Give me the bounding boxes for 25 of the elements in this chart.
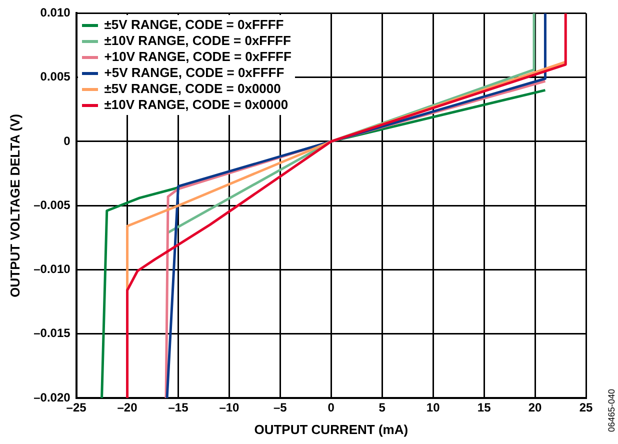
x-tick-label: –10	[219, 400, 240, 415]
y-tick-label: –0.015	[34, 326, 71, 340]
x-tick-label: –15	[168, 400, 189, 415]
y-axis-title: OUTPUT VOLTAGE DELTA (V)	[7, 114, 22, 298]
legend-label: ±10V RANGE, CODE = 0xFFFF	[104, 33, 291, 50]
y-tick-label: –0.010	[34, 262, 71, 276]
text: 06465-040	[606, 388, 616, 432]
x-axis-title: OUTPUT CURRENT (mA)	[254, 422, 408, 437]
y-tick-label: 0.010	[40, 6, 71, 20]
legend-label: +5V RANGE, CODE = 0xFFFF	[104, 65, 284, 82]
legend-label: ±10V RANGE, CODE = 0x0000	[104, 97, 288, 114]
y-tick-label: 0.005	[40, 70, 71, 84]
legend-label: ±5V RANGE, CODE = 0x0000	[104, 81, 281, 98]
x-tick-label: 5	[378, 400, 386, 415]
y-tick-label: –0.005	[34, 198, 71, 212]
legend-label: ±5V RANGE, CODE = 0xFFFF	[104, 17, 284, 34]
legend-label: +10V RANGE, CODE = 0xFFFF	[104, 49, 292, 66]
x-tick-label: 15	[477, 400, 492, 415]
x-tick-label: 20	[528, 400, 542, 415]
x-tick-label: –20	[117, 400, 138, 415]
x-tick-label: 10	[426, 400, 440, 415]
x-tick-label: 25	[579, 400, 593, 415]
x-tick-label: –5	[274, 400, 288, 415]
y-tick-label: 0	[64, 134, 71, 148]
x-tick-label: 0	[328, 400, 335, 415]
